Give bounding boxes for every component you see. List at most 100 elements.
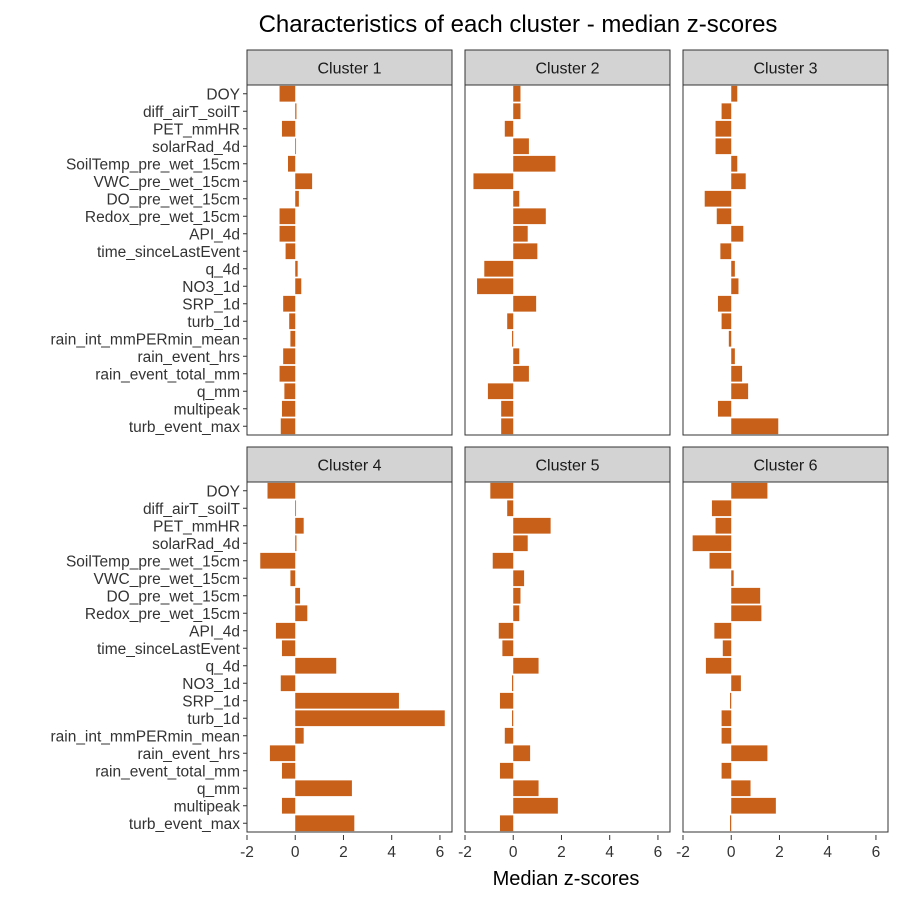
bar [513,190,520,207]
bar [501,400,514,417]
y-tick-label: multipeak [174,798,241,815]
x-tick-label: 2 [557,844,566,861]
bar [502,640,514,657]
bar [731,675,741,692]
bar [513,138,529,155]
x-tick-label: 2 [775,844,784,861]
bar [295,710,445,727]
y-tick-label: DO_pre_wet_15cm [106,191,240,208]
y-tick-label: PET_mmHR [153,518,240,535]
bar [721,710,732,727]
bar [513,745,531,762]
bar [281,400,296,417]
x-tick-label: 6 [436,844,445,861]
y-tick-label: rain_int_mmPERmin_mean [50,728,240,745]
x-tick-label: 4 [605,844,614,861]
bar [284,383,296,400]
bar [692,535,732,552]
bar [477,278,514,295]
y-tick-label: rain_int_mmPERmin_mean [50,331,240,348]
facet-panel: Cluster 2 [464,49,671,436]
bar [492,552,514,569]
bar [295,173,313,190]
facet-label: Cluster 5 [535,458,599,475]
y-tick-label: rain_event_hrs [137,746,240,763]
facet-panel: Cluster 5 -2 0 2 4 6 [458,446,671,861]
x-tick-label: 0 [727,844,736,861]
bar [716,208,732,225]
bar [504,120,514,137]
bar [513,797,558,814]
bar [731,155,738,172]
x-tick-label: 4 [823,844,832,861]
facet-label: Cluster 3 [753,61,817,78]
bar [283,348,296,365]
y-tick-label: diff_airT_soilT [143,104,241,121]
bar [279,85,296,102]
y-tick-label: time_sinceLastEvent [97,244,241,261]
y-tick-label: Redox_pre_wet_15cm [85,606,240,623]
bar [731,365,743,382]
bar [731,482,768,499]
bar [717,400,732,417]
bar [714,622,732,639]
facet-panels: Cluster 1DOYdiff_airT_soilTPET_mmHRsolar… [50,49,889,861]
x-tick-label: -2 [676,844,690,861]
bar [730,815,732,832]
bar [499,692,514,709]
bar [513,208,546,225]
bar [295,138,297,155]
bar [499,815,514,832]
y-tick-label: DOY [206,483,240,500]
x-tick-label: 6 [654,844,663,861]
bar [499,762,514,779]
facet-strip [246,49,453,86]
y-tick-label: API_4d [189,623,240,640]
bar [731,225,744,242]
bar [513,155,556,172]
bar [490,482,514,499]
bar [513,657,539,674]
x-tick-label: -2 [458,844,472,861]
x-tick-label: 4 [387,844,396,861]
bar [731,383,749,400]
bar [289,313,296,330]
x-tick-label: 6 [872,844,881,861]
y-tick-label: NO3_1d [182,676,240,693]
bar [731,797,776,814]
bar [295,190,299,207]
y-tick-label: rain_event_hrs [137,349,240,366]
y-tick-label: turb_1d [187,314,240,331]
y-tick-label: SoilTemp_pre_wet_15cm [66,553,240,570]
bar [715,120,732,137]
bar [279,225,296,242]
bar [709,552,732,569]
bar [715,138,732,155]
bar [260,552,296,569]
bar [267,482,296,499]
bar [295,815,355,832]
bar [728,330,732,347]
bar [730,692,732,709]
y-tick-label: VWC_pre_wet_15cm [94,174,240,191]
y-tick-label: turb_event_max [129,816,240,833]
bar [295,727,304,744]
facet-panel: Cluster 4 DOYdiff_airT_soilTPET_mmHRsolar… [50,446,453,861]
bar [705,657,732,674]
bar [280,418,296,435]
bar [487,383,514,400]
bar [507,500,514,517]
facet-panel: Cluster 3 [682,49,889,436]
bar [279,208,296,225]
y-tick-label: multipeak [174,401,241,418]
panel-frame [682,84,889,436]
bar [285,243,296,260]
bar [731,418,779,435]
bar [731,278,739,295]
x-tick-label: 0 [509,844,518,861]
bar [722,640,732,657]
bar [275,622,296,639]
y-tick-label: q_mm [197,384,240,401]
panel-frame [464,84,671,436]
y-tick-label: solarRad_4d [152,139,240,156]
